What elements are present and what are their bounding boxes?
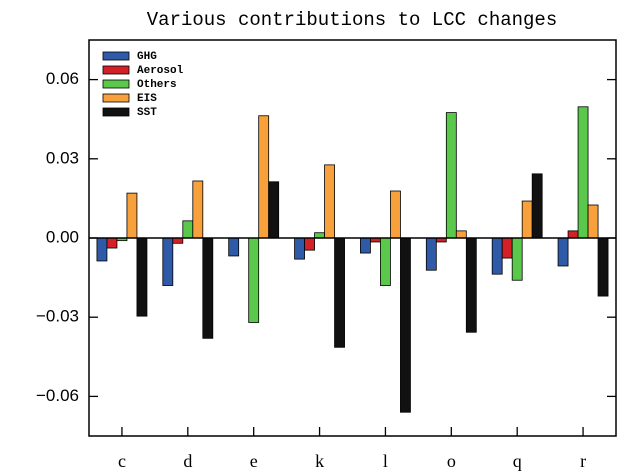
x-tick-label: c [118, 451, 126, 471]
legend-swatch [102, 107, 130, 117]
bar [567, 230, 579, 239]
legend-label: Aerosol [137, 65, 184, 77]
bar [360, 237, 371, 254]
y-tick-label: −0.06 [36, 386, 79, 405]
bar [192, 180, 204, 239]
legend-swatch [102, 65, 130, 75]
legend-label: SST [137, 107, 157, 119]
bar [521, 200, 533, 239]
x-tick-label: d [183, 451, 192, 471]
x-tick-label: q [513, 451, 522, 471]
bar [106, 237, 118, 249]
bar [248, 237, 260, 323]
bar [597, 237, 609, 297]
bar [314, 232, 325, 239]
x-tick-label: k [315, 451, 324, 471]
bar [511, 237, 523, 281]
bar [324, 164, 335, 239]
chart-title: Various contributions to LCC changes [147, 9, 557, 31]
bar [202, 237, 214, 339]
bar [380, 237, 391, 286]
y-tick-label: 0.00 [46, 227, 79, 246]
bar [258, 115, 270, 239]
bar [465, 237, 477, 333]
legend-label: Others [137, 79, 177, 91]
bar [425, 237, 437, 271]
bar [491, 237, 503, 275]
bar [304, 237, 315, 251]
bar [228, 237, 240, 257]
bar [531, 173, 543, 239]
bar [557, 237, 569, 267]
bar [294, 237, 305, 260]
legend-label: EIS [137, 93, 157, 105]
bar [455, 230, 467, 239]
x-tick-label: l [383, 451, 388, 471]
y-tick-label: −0.03 [36, 307, 79, 326]
bar [96, 237, 108, 262]
legend-swatch [102, 79, 130, 89]
bar [334, 237, 345, 348]
y-tick-label: 0.03 [46, 148, 79, 167]
bar [172, 237, 184, 244]
bar [445, 112, 457, 239]
x-tick-label: e [250, 451, 258, 471]
legend-swatch [102, 51, 130, 61]
bar [400, 237, 411, 413]
legend-label: GHG [137, 51, 157, 63]
x-tick-label: o [447, 451, 456, 471]
bar [390, 190, 401, 239]
legend-swatch [102, 93, 130, 103]
bar [182, 220, 194, 239]
bar [501, 237, 513, 259]
bar [162, 237, 174, 286]
y-tick-label: 0.06 [46, 69, 79, 88]
bar [268, 181, 280, 239]
bar [587, 204, 599, 239]
bar [126, 192, 138, 239]
x-tick-label: r [580, 451, 586, 471]
bar [577, 106, 589, 239]
bar [136, 237, 148, 317]
